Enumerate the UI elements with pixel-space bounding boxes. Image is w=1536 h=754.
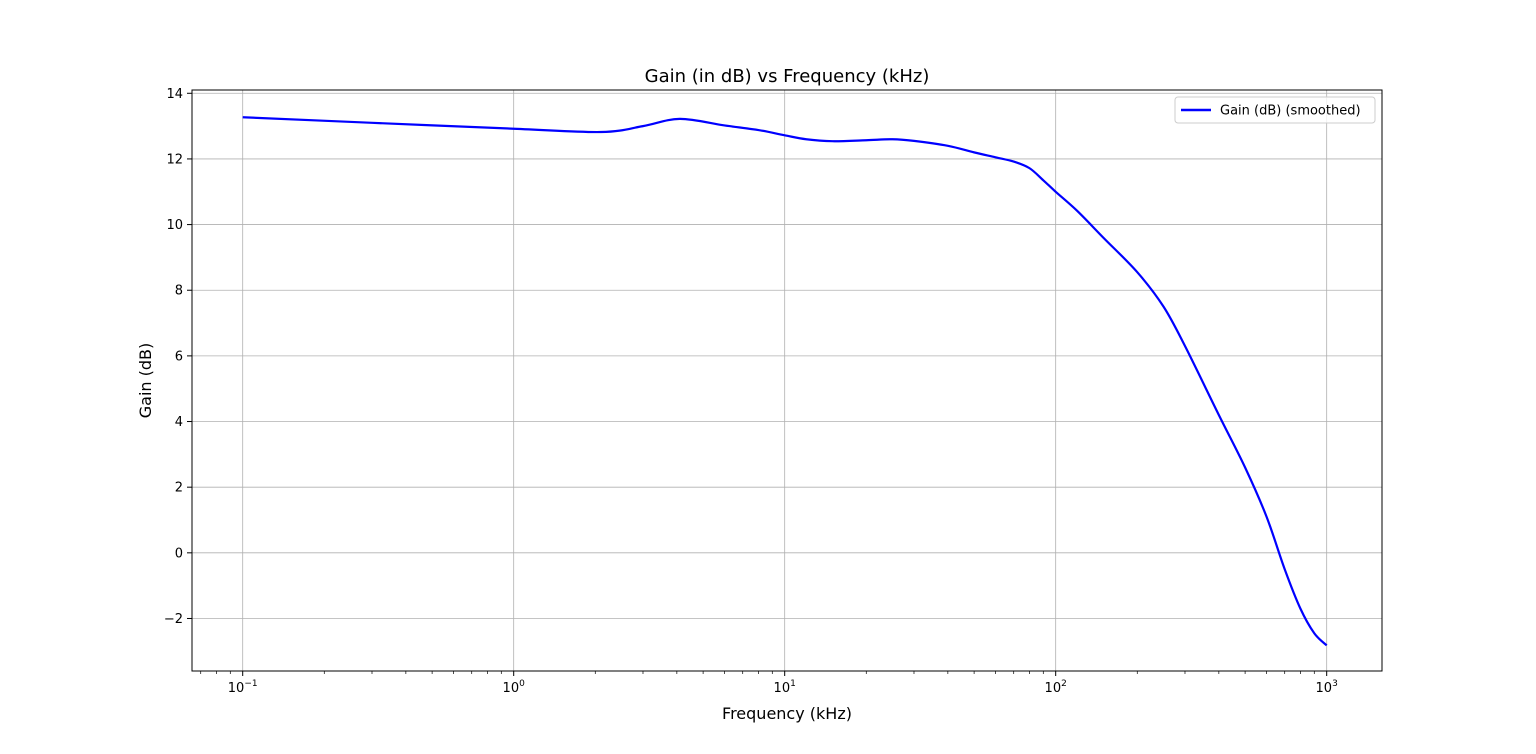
y-tick-label: 12 [166, 152, 183, 167]
x-tick-label: 10−1 [228, 679, 258, 696]
y-tick-label: 0 [175, 546, 183, 561]
y-tick-label: −2 [164, 612, 183, 627]
y-tick-label: 10 [166, 218, 183, 233]
x-tick-label: 100 [503, 679, 526, 696]
y-tick-label: 6 [175, 349, 183, 364]
legend-box [1174, 96, 1376, 124]
y-tick-label: 4 [175, 415, 183, 430]
legend-entry-label: Gain (dB) (smoothed) [1220, 104, 1361, 119]
x-tick-label: 101 [774, 679, 796, 696]
y-tick-label: 2 [175, 481, 183, 496]
plot-frame [191, 89, 1383, 672]
chart-title: Gain (in dB) vs Frequency (kHz) [645, 66, 930, 87]
x-axis-label: Frequency (kHz) [722, 704, 852, 723]
y-axis-label: Gain (dB) [136, 343, 155, 419]
x-tick-label: 102 [1045, 679, 1067, 696]
series-line-gain [242, 116, 1328, 647]
legend: Gain (dB) (smoothed) [1174, 96, 1376, 124]
x-tick-label: 103 [1316, 679, 1338, 696]
series-layer [242, 116, 1328, 647]
y-tick-label: 14 [166, 87, 183, 102]
grid [192, 90, 1382, 671]
ticks: 10−1 100 101 102 103 −2 0 2 4 6 8 10 12 14 [164, 87, 1338, 696]
y-tick-label: 8 [175, 284, 183, 299]
